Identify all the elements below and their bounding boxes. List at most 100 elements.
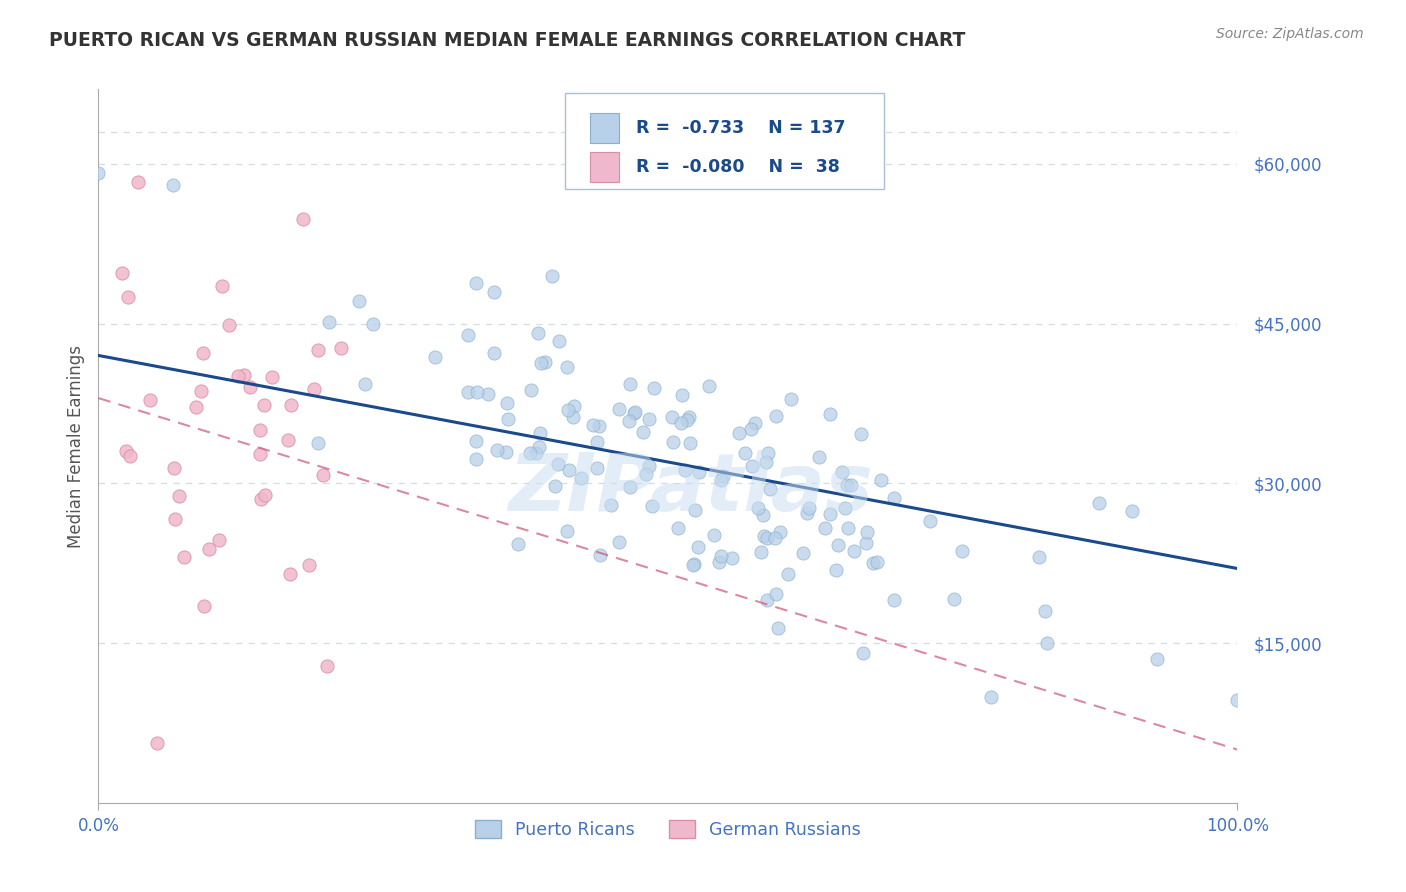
Point [765,409,787,423]
Point [138,392,160,407]
Point [190,384,212,399]
Point [464,434,486,448]
Point [623,405,645,419]
Point [354,376,377,391]
Point [831,465,853,479]
Point [918,514,941,528]
Point [1035,636,1057,650]
Point [686,541,709,555]
Point [173,550,195,565]
Point [562,410,585,425]
Point [280,398,302,412]
Point [218,318,240,333]
Point [666,521,689,535]
Point [756,446,779,460]
Point [883,593,905,607]
Point [465,276,488,290]
Point [198,542,221,557]
Point [943,591,966,606]
Point [675,412,697,426]
Point [495,396,517,410]
Point [544,479,567,493]
Point [555,524,578,538]
Point [260,370,283,384]
Point [683,557,706,571]
Point [249,447,271,461]
Point [1226,693,1249,707]
Point [707,555,730,569]
Point [720,550,742,565]
Point [842,544,865,558]
Point [527,326,550,341]
Point [814,521,837,535]
Point [623,406,645,420]
Point [520,383,543,397]
Point [673,463,696,477]
Point [191,346,214,360]
Point [485,443,508,458]
Point [852,647,875,661]
Point [315,659,337,673]
Point [855,535,877,549]
Point [529,355,551,369]
Point [619,377,641,392]
Point [465,451,488,466]
Point [162,178,184,193]
Text: PUERTO RICAN VS GERMAN RUSSIAN MEDIAN FEMALE EARNINGS CORRELATION CHART: PUERTO RICAN VS GERMAN RUSSIAN MEDIAN FE… [49,31,966,50]
Point [711,468,734,483]
Point [211,279,233,293]
Point [495,445,517,459]
Point [541,268,564,283]
Point [249,492,271,507]
Point [329,341,352,355]
Point [467,384,489,399]
Y-axis label: Median Female Earnings: Median Female Earnings [66,344,84,548]
Point [146,736,169,750]
Point [277,434,299,448]
Point [588,419,610,434]
Point [827,538,849,552]
Point [751,508,773,522]
Point [671,388,693,402]
Point [835,478,858,492]
Point [1121,503,1143,517]
Point [703,528,725,542]
Point [792,546,814,560]
Point [734,446,756,460]
Point [607,402,630,417]
Point [193,599,215,613]
Point [562,400,585,414]
Point [534,354,557,368]
Text: ZIPatlas: ZIPatlas [508,450,873,528]
Point [636,467,658,481]
Point [834,501,856,516]
Point [661,409,683,424]
Point [638,458,661,473]
Point [457,384,479,399]
Point [766,621,789,635]
Point [482,345,505,359]
Point [557,360,579,375]
Point [808,450,831,465]
Point [769,525,792,540]
Point [818,507,841,521]
Point [1146,652,1168,666]
Point [756,531,779,545]
Point [856,524,879,539]
Point [291,212,314,227]
Point [558,462,581,476]
Text: R =  -0.733    N = 137: R = -0.733 N = 137 [636,119,845,136]
Point [851,427,873,442]
Point [586,434,609,449]
Point [818,407,841,421]
Point [865,555,887,569]
Point [127,175,149,189]
FancyBboxPatch shape [565,93,884,189]
Point [169,489,191,503]
Point [952,544,974,558]
Point [253,397,276,411]
Point [638,412,661,426]
Point [482,285,505,300]
Point [749,545,772,559]
Point [727,426,749,441]
